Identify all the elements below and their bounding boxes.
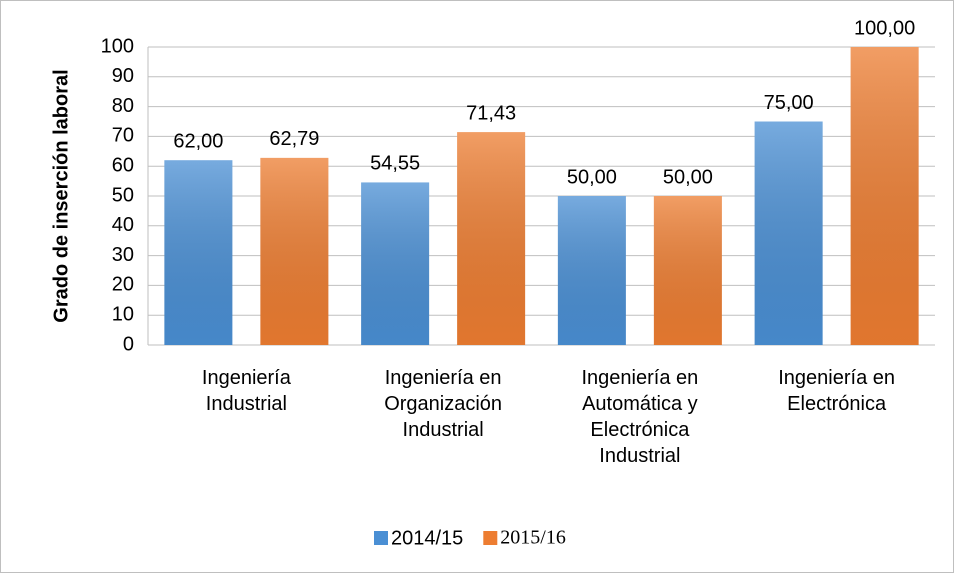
data-label: 50,00	[663, 166, 713, 188]
x-tick-label: Ingeniería en Automática y Electrónica I…	[581, 367, 699, 467]
y-tick-label: 20	[112, 274, 134, 296]
y-tick-label: 50	[112, 184, 134, 206]
data-label: 71,43	[466, 102, 516, 124]
y-tick-label: 30	[112, 244, 134, 266]
bar	[850, 47, 919, 345]
bar	[754, 121, 823, 345]
x-tick-label: Ingeniería en Electrónica	[778, 367, 895, 415]
data-label: 100,00	[854, 17, 915, 39]
bar	[557, 196, 626, 345]
data-label: 75,00	[764, 92, 814, 114]
bar	[260, 157, 329, 345]
bar	[164, 160, 233, 345]
y-tick-label: 60	[112, 154, 134, 176]
legend-swatch	[374, 531, 388, 545]
legend-label: 2014/15	[391, 527, 463, 549]
y-tick-label: 90	[112, 65, 134, 87]
x-tick-label: Ingeniería en Organización Industrial	[384, 367, 503, 441]
data-label: 62,79	[269, 128, 319, 150]
data-label: 50,00	[567, 166, 617, 188]
y-tick-label: 100	[101, 35, 134, 57]
bar	[457, 132, 526, 345]
legend-label: 2015/16	[500, 527, 566, 549]
y-tick-label: 0	[123, 333, 134, 355]
y-tick-label: 80	[112, 95, 134, 117]
bar	[653, 196, 722, 345]
data-label: 54,55	[370, 153, 420, 175]
data-label: 62,00	[173, 131, 223, 153]
bar	[361, 182, 430, 345]
y-tick-label: 70	[112, 125, 134, 147]
y-axis-title: Grado de inserción laboral	[50, 69, 72, 322]
x-tick-label: Ingeniería Industrial	[201, 367, 291, 415]
y-tick-label: 40	[112, 214, 134, 236]
legend-swatch	[483, 531, 498, 545]
y-tick-label: 10	[112, 303, 134, 325]
